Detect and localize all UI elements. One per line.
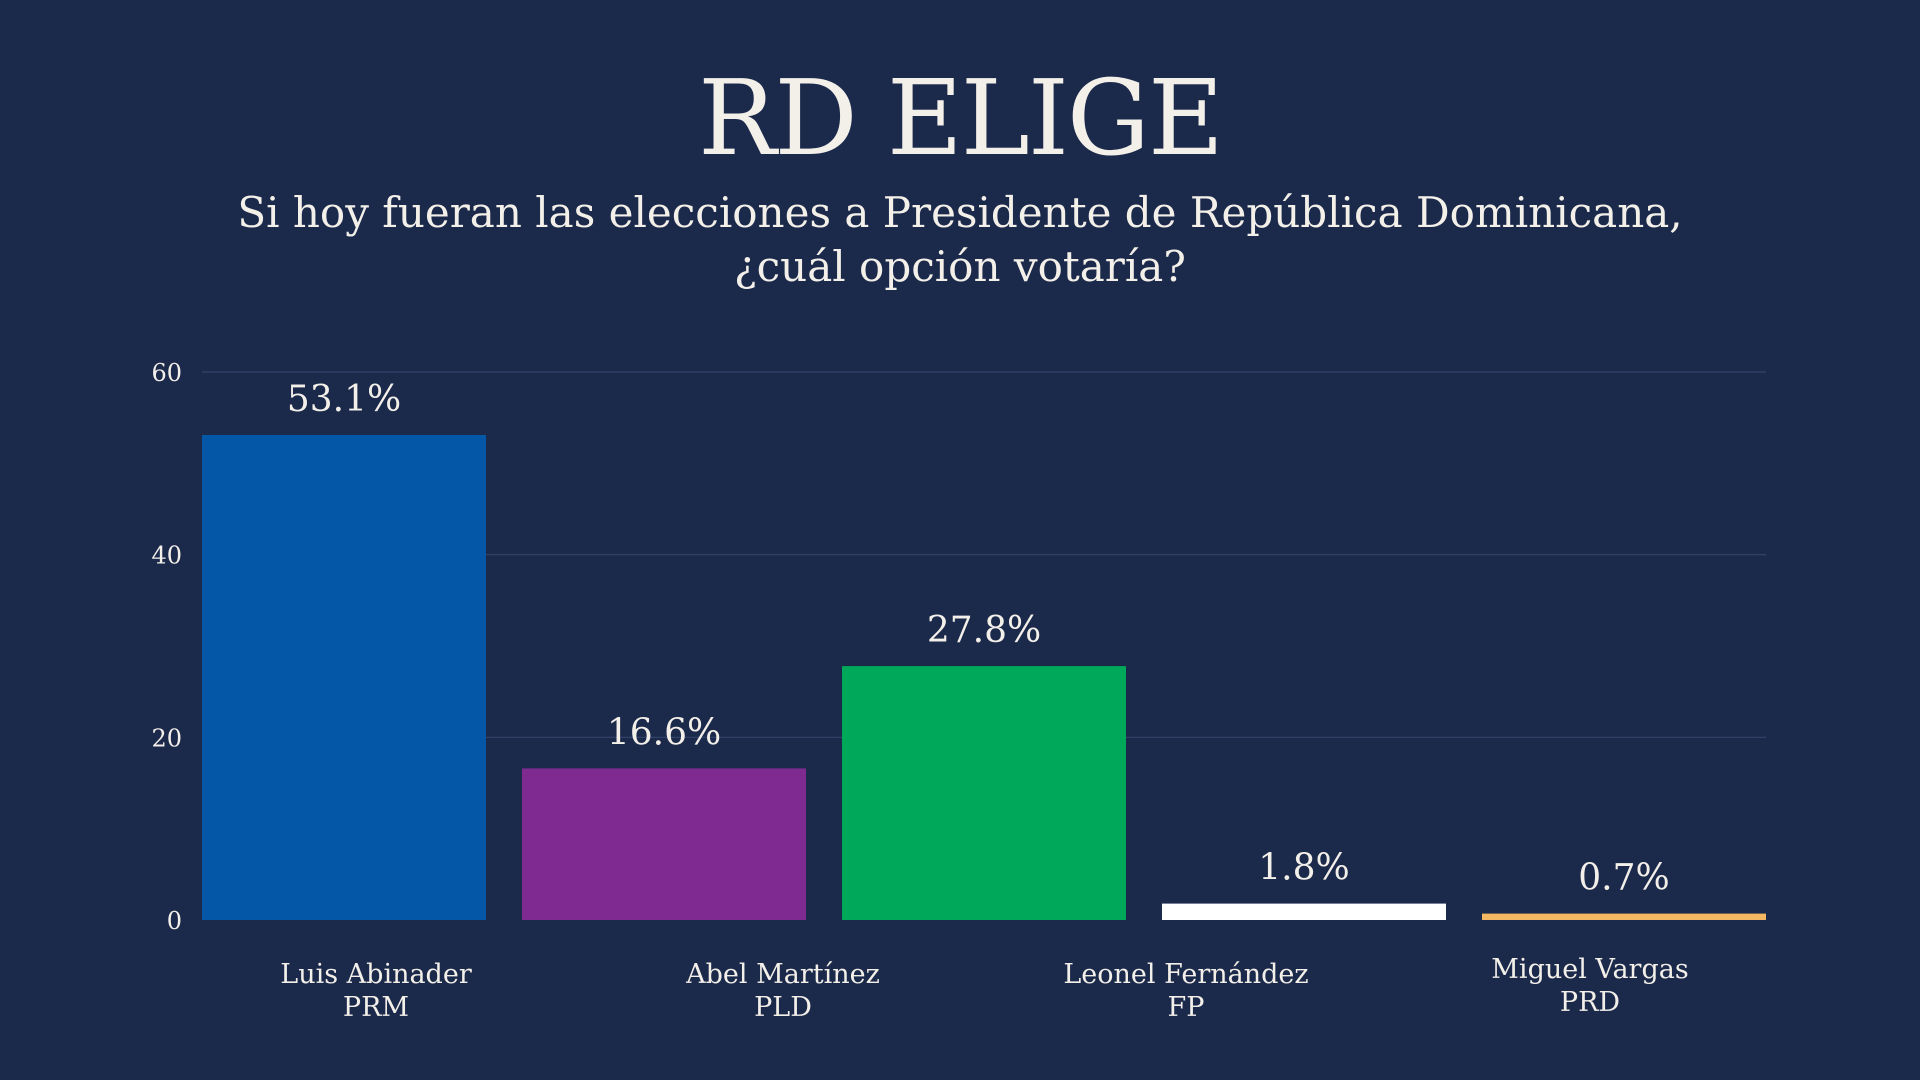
data-label-3: 1.8% bbox=[1258, 848, 1349, 889]
category-party-2: FP bbox=[1168, 992, 1205, 1023]
bar-3 bbox=[1162, 903, 1446, 920]
subtitle-line-1: Si hoy fueran las elecciones a President… bbox=[237, 188, 1683, 237]
bar-0 bbox=[202, 435, 486, 920]
data-label-1: 16.6% bbox=[607, 712, 721, 753]
category-label-2: Leonel Fernández bbox=[1063, 959, 1308, 990]
category-party-3: PRD bbox=[1560, 987, 1620, 1018]
chart-title: RD ELIGE bbox=[698, 57, 1224, 179]
y-tick-label-0: 0 bbox=[167, 907, 182, 935]
subtitle-line-2: ¿cuál opción votaría? bbox=[734, 242, 1186, 291]
y-tick-label-40: 40 bbox=[151, 542, 182, 570]
category-label-0: Luis Abinader bbox=[280, 959, 472, 990]
category-label-3: Miguel Vargas bbox=[1491, 954, 1688, 985]
category-label-1: Abel Martínez bbox=[685, 959, 880, 990]
data-label-4: 0.7% bbox=[1578, 858, 1669, 899]
category-party-1: PLD bbox=[754, 992, 812, 1023]
chart-subtitle: Si hoy fueran las elecciones a President… bbox=[160, 186, 1760, 294]
bar-2 bbox=[842, 666, 1126, 920]
category-party-0: PRM bbox=[343, 992, 409, 1023]
bar-4 bbox=[1482, 913, 1766, 920]
y-tick-label-60: 60 bbox=[151, 359, 182, 387]
y-tick-label-20: 20 bbox=[151, 724, 182, 752]
data-label-2: 27.8% bbox=[927, 610, 1041, 651]
bar-1 bbox=[522, 768, 806, 920]
data-label-0: 53.1% bbox=[287, 379, 401, 420]
